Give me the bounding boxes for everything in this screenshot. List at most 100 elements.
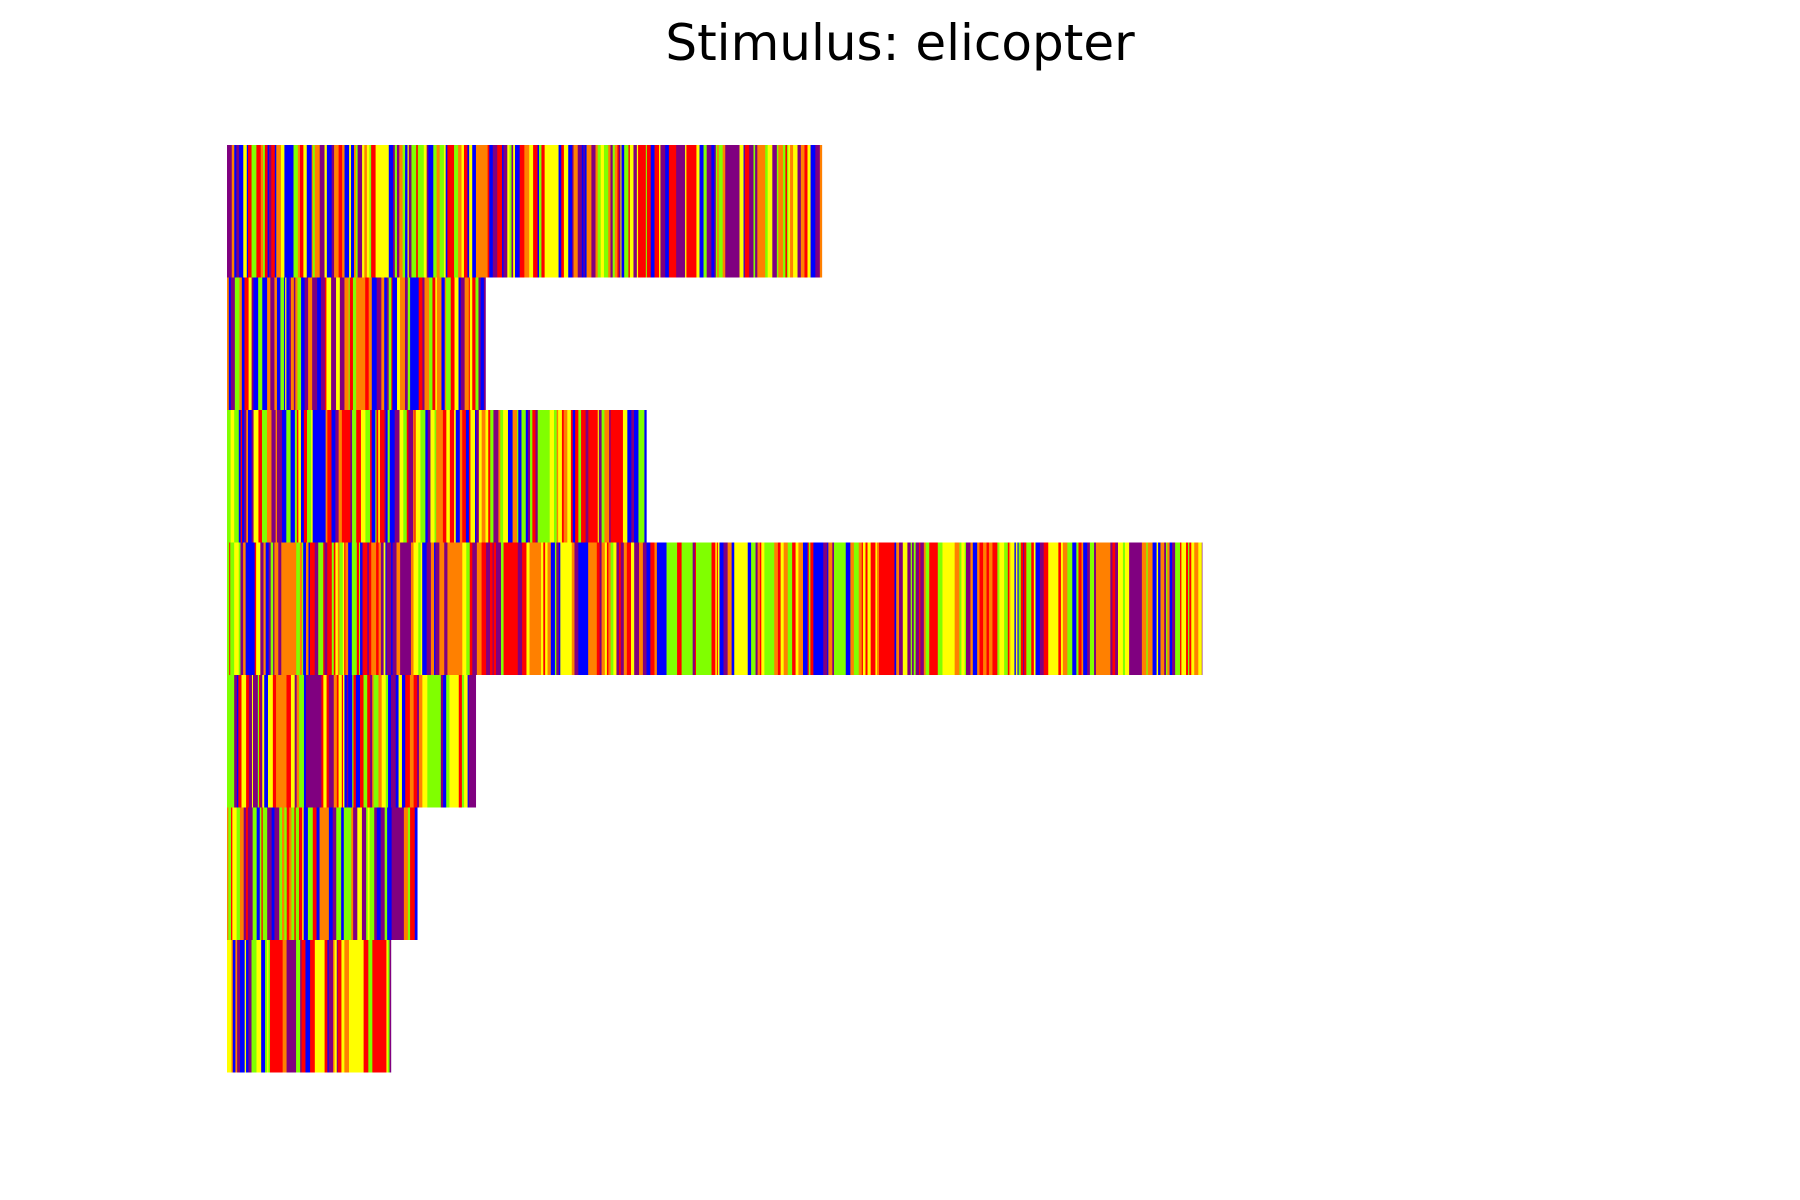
raster-stripe [371,542,377,675]
raster-stripe [410,807,416,940]
raster-stripe [346,675,349,808]
raster-stripe [294,410,298,543]
raster-stripe [1160,542,1165,675]
raster-stripe [392,542,397,675]
raster-stripe [365,410,371,543]
raster-stripe [362,145,365,278]
raster-stripe [925,542,930,675]
raster-stripe [819,145,823,278]
raster-stripe [410,542,414,675]
raster-stripe [286,940,297,1073]
raster-stripe [517,410,519,543]
raster-stripe [369,807,375,940]
raster-stripe [743,145,745,278]
raster-stripe [845,542,851,675]
raster-stripe [706,145,712,278]
raster-stripe [344,145,350,278]
raster-stripe [348,542,353,675]
raster-stripe [386,940,389,1073]
raster-stripe [470,410,476,543]
raster-stripe [385,410,389,543]
raster-stripe [711,145,715,278]
raster-stripe [416,675,420,808]
raster-stripe [460,277,466,410]
raster-stripe [792,542,796,675]
raster-stripe [252,675,259,808]
raster-stripe [350,145,355,278]
raster-stripe [681,542,694,675]
raster-stripe [1060,542,1064,675]
raster-stripe [326,145,333,278]
raster-stripe [276,277,281,410]
raster-stripe [331,542,335,675]
raster-stripe [239,145,244,278]
raster-stripe [1081,542,1084,675]
raster-stripe [228,807,232,940]
raster-stripe [867,542,872,675]
raster-stripe [711,542,716,675]
raster-stripe [243,145,248,278]
raster-stripe [270,940,284,1073]
raster-stripe [518,410,522,543]
raster-stripe [488,410,491,543]
raster-stripe [380,542,385,675]
raster-stripe [360,410,366,543]
raster-stripe [363,542,368,675]
raster-stripe [496,542,502,675]
raster-stripe [369,145,372,278]
raster-stripe [360,675,364,808]
raster-stripe [507,145,510,278]
raster-stripe [563,145,569,278]
raster-stripe [634,410,639,543]
raster-stripe [734,542,749,675]
raster-stripe [272,675,277,808]
raster-stripe [458,145,462,278]
raster-stripe [251,145,257,278]
raster-stripe [654,145,660,278]
raster-stripe [384,410,387,543]
raster-stripe [999,542,1005,675]
raster-stripe [608,145,611,278]
raster-stripe [454,410,457,543]
raster-stripe [1198,542,1203,675]
raster-stripe [514,145,521,278]
raster-stripe [276,675,287,808]
raster-stripe [364,145,368,278]
raster-stripe [1172,542,1176,675]
raster-stripe [413,542,419,675]
raster-stripe [290,410,296,543]
raster-stripe [240,410,243,543]
raster-stripe [823,542,828,675]
raster-stripe [574,542,579,675]
raster-stripe [231,807,233,940]
raster-stripe [264,145,268,278]
raster-stripe [343,807,352,940]
raster-stripe [310,542,316,675]
raster-stripe [436,145,441,278]
raster-stripe [408,410,414,543]
raster-stripe [614,145,618,278]
raster-stripe [334,940,338,1073]
raster-stripe [227,145,233,278]
raster-stripe [441,277,446,410]
raster-stripe [717,542,720,675]
raster-stripe [415,410,421,543]
raster-stripe [610,410,624,543]
raster-stripe [1158,542,1161,675]
raster-stripe [385,675,389,808]
raster-stripe [532,410,536,543]
raster-stripe [544,145,559,278]
raster-stripe [475,145,489,278]
raster-stripe [252,807,258,940]
raster-stripe [604,410,610,543]
raster-stripe [417,145,425,278]
raster-stripe [239,807,245,940]
raster-stripe [561,145,565,278]
raster-stripe [262,675,265,808]
raster-stripe [256,807,261,940]
raster-stripe [595,145,599,278]
raster-stripe [553,410,558,543]
raster-stripe [656,542,667,675]
raster-stripe [545,542,548,675]
raster-stripe [634,542,640,675]
